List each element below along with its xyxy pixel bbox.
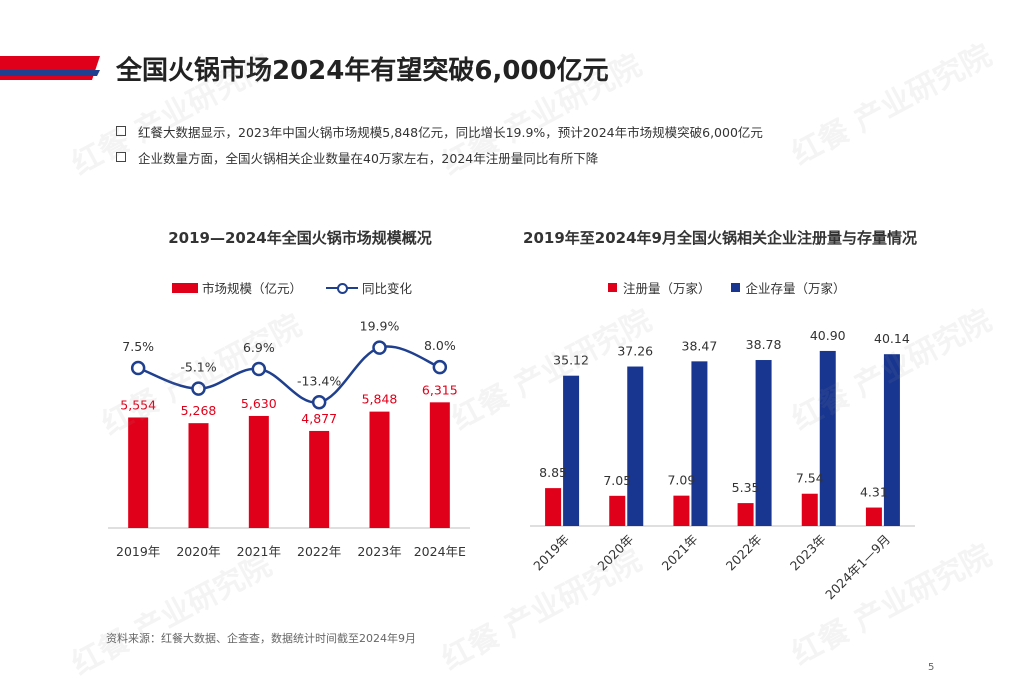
bullet-square-icon xyxy=(116,152,126,162)
legend-swatch xyxy=(608,283,617,292)
registration-bar xyxy=(801,493,818,526)
market-size-bar xyxy=(369,411,390,528)
enterprise-stock-bar xyxy=(883,354,900,526)
x-tick-label: 2020年 xyxy=(176,544,220,559)
legend-bar-swatch xyxy=(172,282,198,293)
bar-value-label: 7.09 xyxy=(667,473,695,488)
x-tick-label: 2020年 xyxy=(594,532,636,574)
bar-value-label: 35.12 xyxy=(553,353,589,368)
bar-value-label: 7.54 xyxy=(796,471,824,486)
registration-bar xyxy=(673,495,690,526)
market-size-bar xyxy=(188,423,209,528)
x-tick-label: 2023年 xyxy=(357,544,401,559)
yoy-value-label: 6.9% xyxy=(243,340,275,355)
x-tick-label: 2022年 xyxy=(297,544,341,559)
bar-value-label: 4.31 xyxy=(860,485,888,500)
yoy-point xyxy=(372,340,387,355)
market-size-bar xyxy=(309,430,330,528)
bullet-list: 红餐大数据显示，2023年中国火锅市场规模5,848亿元，同比增长19.9%，预… xyxy=(116,118,763,170)
legend-label: 市场规模（亿元） xyxy=(202,281,303,296)
bar-value-label: 4,877 xyxy=(301,411,337,426)
yoy-point xyxy=(191,381,206,396)
enterprise-stock-bar xyxy=(563,375,580,526)
bar-value-label: 5,268 xyxy=(181,403,217,418)
yoy-point xyxy=(251,361,267,377)
bar-value-label: 38.47 xyxy=(682,338,718,353)
x-tick-label: 2021年 xyxy=(237,544,281,559)
yoy-value-label: 19.9% xyxy=(360,319,400,334)
x-tick-label: 2019年 xyxy=(530,532,572,574)
enterprise-stock-bar xyxy=(627,366,644,526)
source-note: 资料来源：红餐大数据、企查查，数据统计时间截至2024年9月 xyxy=(106,632,416,645)
page-number: 5 xyxy=(928,662,935,673)
registration-bar xyxy=(865,507,882,526)
legend-label: 同比变化 xyxy=(362,281,413,296)
yoy-value-label: -13.4% xyxy=(297,373,341,388)
bar-value-label: 7.05 xyxy=(603,473,631,488)
market-size-bar xyxy=(429,402,450,528)
x-tick-label: 2023年 xyxy=(787,532,829,574)
yoy-value-label: -5.1% xyxy=(180,360,216,375)
legend-label: 企业存量（万家） xyxy=(745,281,846,296)
bar-value-label: 40.14 xyxy=(874,331,910,346)
legend-label: 注册量（万家） xyxy=(623,281,711,296)
yoy-point xyxy=(432,359,448,375)
x-tick-label: 2021年 xyxy=(659,532,701,574)
market-size-bar xyxy=(128,417,149,528)
yoy-value-label: 7.5% xyxy=(122,339,154,354)
x-tick-label: 2024年1—9月 xyxy=(822,532,893,603)
enterprise-stock-bar xyxy=(819,350,836,526)
legend-swatch xyxy=(730,283,740,292)
bullet-item: 企业数量方面，全国火锅相关企业数量在40万家左右，2024年注册量同比有所下降 xyxy=(116,144,763,170)
registration-bar xyxy=(737,503,754,526)
bar-value-label: 5,554 xyxy=(120,397,156,412)
registration-bar xyxy=(545,488,562,526)
bullet-text: 红餐大数据显示，2023年中国火锅市场规模5,848亿元，同比增长19.9%，预… xyxy=(138,124,763,140)
chart2-legend: 注册量（万家） 企业存量（万家） xyxy=(608,278,846,297)
chart1-title: 2019—2024年全国火锅市场规模概况 xyxy=(168,229,432,247)
chart1-legend: 市场规模（亿元） 同比变化 xyxy=(172,278,412,297)
bullet-square-icon xyxy=(116,126,126,136)
bullet-item: 红餐大数据显示，2023年中国火锅市场规模5,848亿元，同比增长19.9%，预… xyxy=(116,118,763,144)
header-accent-bar xyxy=(0,56,100,80)
yoy-point xyxy=(311,395,327,410)
enterprise-stock-bar xyxy=(755,360,772,526)
x-tick-label: 2022年 xyxy=(723,532,765,574)
market-size-bar xyxy=(248,415,269,528)
x-tick-label: 2019年 xyxy=(116,544,160,559)
bar-value-label: 5,630 xyxy=(241,396,277,411)
yoy-point xyxy=(130,360,146,376)
bar-value-label: 5,848 xyxy=(362,392,398,407)
bullet-text: 企业数量方面，全国火锅相关企业数量在40万家左右，2024年注册量同比有所下降 xyxy=(138,150,599,166)
x-tick-label: 2024年E xyxy=(414,544,466,559)
chart2-title: 2019年至2024年9月全国火锅相关企业注册量与存量情况 xyxy=(523,229,917,247)
registration-bar xyxy=(609,495,626,526)
bar-value-label: 37.26 xyxy=(617,344,653,359)
bar-value-label: 38.78 xyxy=(746,337,782,352)
page-title: 全国火锅市场2024年有望突破6,000亿元 xyxy=(116,56,609,86)
bar-value-label: 6,315 xyxy=(422,382,458,397)
bar-value-label: 8.85 xyxy=(539,465,567,480)
enterprise-stock-bar xyxy=(691,361,708,526)
bar-value-label: 40.90 xyxy=(810,328,846,343)
bar-value-label: 5.35 xyxy=(732,480,760,495)
legend-line-swatch xyxy=(326,282,359,294)
yoy-value-label: 8.0% xyxy=(424,338,456,353)
